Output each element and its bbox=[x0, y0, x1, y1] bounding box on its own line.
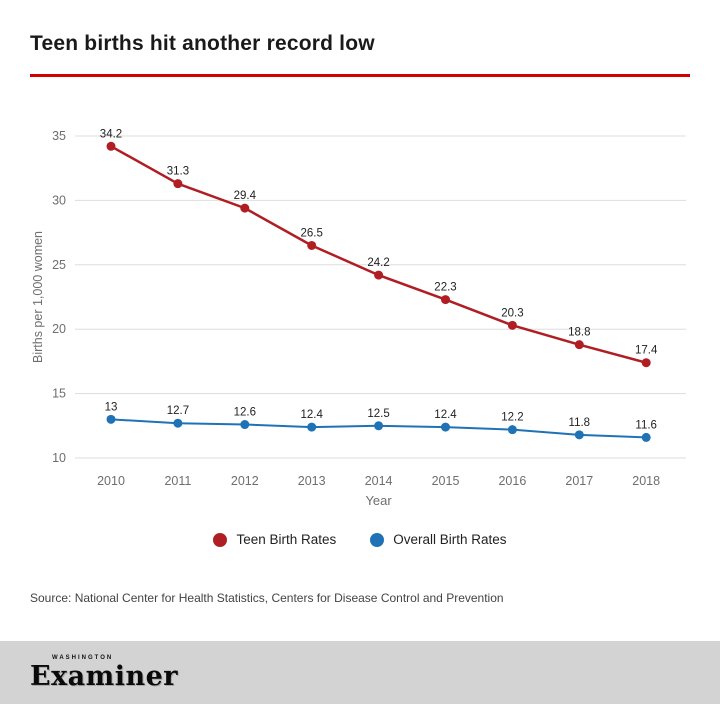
data-point bbox=[106, 141, 116, 151]
data-point-label: 34.2 bbox=[100, 128, 122, 140]
data-point bbox=[307, 240, 317, 250]
publisher-logo-main-text: Examiner bbox=[30, 661, 179, 692]
data-point-label: 24.2 bbox=[367, 257, 389, 269]
publisher-logo-top-text: WASHINGTON bbox=[52, 655, 114, 661]
chart-legend: Teen Birth Rates Overall Birth Rates bbox=[0, 532, 720, 547]
y-tick-label: 30 bbox=[52, 193, 66, 207]
data-point bbox=[574, 340, 584, 350]
data-point bbox=[374, 270, 384, 280]
legend-label-overall: Overall Birth Rates bbox=[393, 532, 507, 547]
x-tick-label: 2017 bbox=[565, 474, 593, 488]
x-tick-label: 2011 bbox=[164, 474, 191, 488]
data-point bbox=[441, 295, 450, 305]
chart-svg: 10 15 20 25 30 35 2010 2011 2012 2013 2014 2015 2016… bbox=[31, 128, 686, 508]
data-point bbox=[173, 418, 183, 428]
legend-item-teen: Teen Birth Rates bbox=[213, 532, 336, 547]
data-point-label: 17.4 bbox=[635, 345, 658, 357]
data-point bbox=[441, 422, 450, 432]
data-point bbox=[240, 203, 250, 213]
data-point-label: 18.8 bbox=[568, 327, 590, 339]
y-tick-label: 20 bbox=[52, 322, 66, 336]
data-point bbox=[374, 421, 384, 431]
data-point-label: 22.3 bbox=[434, 282, 456, 294]
data-point-label: 11.8 bbox=[569, 417, 591, 429]
overall-series-dot-icon bbox=[370, 532, 385, 547]
series-line bbox=[109, 145, 648, 364]
data-point-label: 20.3 bbox=[501, 307, 523, 319]
data-point-label: 12.4 bbox=[434, 409, 457, 421]
x-tick-label: 2015 bbox=[432, 474, 460, 488]
legend-label-teen: Teen Birth Rates bbox=[236, 532, 337, 547]
page-title: Teen births hit another record low bbox=[30, 32, 375, 55]
x-tick-label: 2014 bbox=[365, 474, 393, 488]
data-point-label: 13 bbox=[105, 401, 118, 413]
footer-bar: WASHINGTON Examiner bbox=[0, 641, 720, 704]
y-tick-label: 10 bbox=[52, 451, 66, 465]
data-point-label: 12.4 bbox=[301, 409, 324, 421]
publisher-logo: WASHINGTON Examiner bbox=[30, 655, 178, 690]
x-tick-label: 2013 bbox=[298, 474, 326, 488]
legend-item-overall: Overall Birth Rates bbox=[370, 532, 507, 547]
data-point-label: 12.7 bbox=[167, 405, 189, 417]
data-point bbox=[173, 179, 183, 189]
data-point-label: 26.5 bbox=[301, 227, 323, 239]
x-tick-label: 2016 bbox=[498, 474, 526, 488]
x-tick-label: 2018 bbox=[632, 474, 660, 488]
data-point-label: 12.5 bbox=[367, 408, 389, 420]
data-point bbox=[507, 320, 517, 330]
x-tick-label: 2012 bbox=[231, 474, 259, 488]
source-attribution: Source: National Center for Health Stati… bbox=[30, 591, 504, 605]
data-point bbox=[106, 414, 116, 424]
data-point bbox=[574, 430, 584, 440]
data-point bbox=[641, 432, 651, 442]
y-tick-label: 25 bbox=[52, 258, 66, 272]
title-accent-rule bbox=[30, 74, 690, 77]
data-point bbox=[507, 425, 517, 435]
y-axis-title: Births per 1,000 women bbox=[31, 231, 45, 363]
data-point-label: 11.6 bbox=[635, 419, 657, 431]
teen-series-dot-icon bbox=[213, 532, 228, 547]
x-tick-label: 2010 bbox=[97, 474, 125, 488]
data-point-label: 12.6 bbox=[234, 407, 256, 419]
data-point-label: 12.2 bbox=[501, 412, 523, 424]
chart-area: 10 15 20 25 30 35 2010 2011 2012 2013 2014 2015 2016… bbox=[30, 95, 690, 510]
data-point bbox=[641, 358, 651, 368]
data-point bbox=[240, 420, 250, 430]
data-point-label: 31.3 bbox=[167, 166, 189, 178]
x-axis-title: Year bbox=[365, 493, 392, 508]
data-point-label: 29.4 bbox=[234, 190, 257, 202]
data-point bbox=[307, 422, 317, 432]
y-tick-label: 35 bbox=[52, 129, 66, 143]
y-tick-label: 15 bbox=[52, 387, 66, 401]
